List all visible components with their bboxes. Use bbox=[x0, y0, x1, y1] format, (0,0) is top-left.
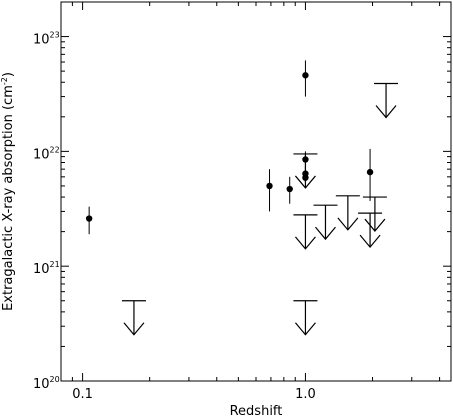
axis-ticks bbox=[60, 2, 451, 382]
x-tick-labels: 0.1 1.0 bbox=[72, 387, 316, 402]
x-tick-label: 0.1 bbox=[72, 387, 93, 402]
data-marks bbox=[85, 60, 399, 336]
upper-limit-arrow bbox=[374, 82, 399, 119]
upper-limit-head bbox=[359, 234, 381, 249]
upper-limit-arrow bbox=[358, 212, 383, 249]
upper-limit-head bbox=[375, 105, 397, 119]
y-tick-label: 1020 bbox=[33, 375, 60, 392]
upper-limit-head bbox=[315, 226, 336, 241]
plot-frame bbox=[60, 1, 452, 382]
upper-limit-arrow bbox=[121, 300, 146, 336]
y-tick-label: 1021 bbox=[33, 260, 60, 277]
upper-limit-head bbox=[364, 218, 386, 233]
data-point bbox=[266, 182, 273, 190]
x-tick-label: 1.0 bbox=[295, 387, 316, 402]
upper-limit-head bbox=[123, 322, 145, 336]
upper-limit-head bbox=[337, 217, 359, 231]
upper-limit-arrow bbox=[362, 196, 387, 233]
data-point bbox=[366, 168, 374, 176]
data-point bbox=[286, 185, 293, 193]
upper-limit-arrow bbox=[293, 300, 318, 336]
upper-limit-head bbox=[294, 175, 316, 189]
y-tick-label: 1023 bbox=[33, 31, 60, 48]
y-tick-labels: 1020 1021 1022 1023 bbox=[33, 31, 60, 392]
upper-limit-head bbox=[294, 236, 316, 250]
upper-limit-arrow bbox=[293, 153, 318, 189]
x-axis-label: Redshift bbox=[230, 404, 283, 419]
y-axis-label: Extragalactic X-ray absorption (cm-2) bbox=[0, 72, 16, 311]
data-point bbox=[85, 215, 93, 222]
upper-limit-arrow bbox=[313, 204, 338, 241]
upper-limit-arrow bbox=[293, 214, 318, 250]
upper-limit-head bbox=[294, 322, 316, 336]
y-tick-label: 1022 bbox=[33, 145, 60, 162]
upper-limit-arrow bbox=[335, 195, 360, 231]
data-point bbox=[302, 72, 309, 79]
